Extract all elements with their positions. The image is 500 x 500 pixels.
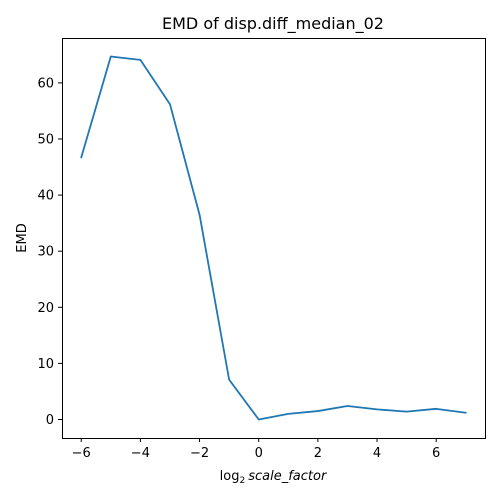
x-axis-label-variable: scale_factor — [248, 469, 328, 484]
y-tick-label: 0 — [46, 413, 54, 428]
x-tick-label: 4 — [373, 446, 381, 461]
axes-frame — [63, 39, 486, 439]
x-axis-ticks: −6 −4 −2 0 2 4 6 — [72, 438, 441, 461]
y-tick-label: 50 — [37, 132, 54, 147]
y-axis-label: EMD — [15, 223, 30, 252]
x-axis-label: log2 scale_factor — [220, 469, 328, 486]
y-tick-label: 60 — [37, 76, 54, 91]
series-line-0 — [81, 57, 466, 420]
x-axis-label-base: log — [220, 469, 240, 484]
x-tick-label: 6 — [432, 446, 440, 461]
x-tick-label: −4 — [131, 446, 150, 461]
x-tick-label: −6 — [72, 446, 91, 461]
x-tick-label: 0 — [255, 446, 263, 461]
plot-area — [63, 39, 486, 439]
y-tick-label: 30 — [37, 245, 54, 260]
y-axis-ticks: 0 10 20 30 40 50 60 — [37, 76, 62, 428]
y-tick-label: 10 — [37, 357, 54, 372]
y-tick-label: 40 — [37, 189, 54, 204]
x-axis-label-subscript: 2 — [240, 476, 246, 486]
x-tick-label: 2 — [314, 446, 322, 461]
series-layer — [81, 57, 466, 420]
x-tick-label: −2 — [190, 446, 209, 461]
chart-title: EMD of disp.diff_median_02 — [162, 14, 384, 34]
y-tick-label: 20 — [37, 301, 54, 316]
